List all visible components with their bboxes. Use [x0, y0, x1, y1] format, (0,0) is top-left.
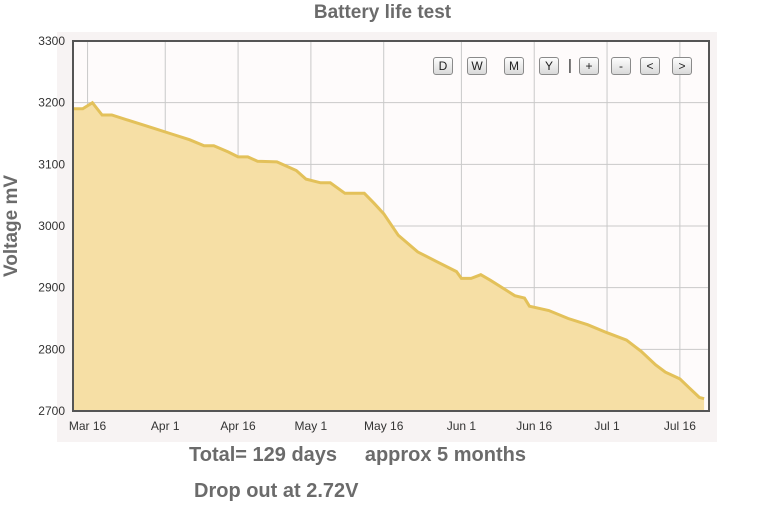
total-days-note: Total= 129 days approx 5 months [189, 444, 526, 466]
y-tick-label: 3000 [38, 219, 65, 233]
x-tick-label: Jul 16 [664, 419, 696, 433]
day-range-button[interactable]: D [433, 57, 453, 75]
week-range-button[interactable]: W [467, 57, 487, 75]
x-tick-label: May 1 [295, 419, 328, 433]
year-range-button[interactable]: Y [539, 57, 559, 75]
y-tick-label: 3100 [38, 157, 65, 171]
y-tick-label: 3300 [38, 34, 65, 48]
drop-out-note: Drop out at 2.72V [194, 480, 359, 502]
plot-frame [72, 40, 710, 412]
series-line [73, 100, 705, 401]
zoom-in-button[interactable]: + [579, 57, 599, 75]
pan-left-button[interactable]: < [640, 57, 660, 75]
x-tick-label: Mar 16 [69, 419, 107, 433]
x-tick-label: Jul 1 [594, 419, 620, 433]
month-range-button[interactable]: M [504, 57, 524, 75]
y-tick-label: 2700 [38, 404, 65, 418]
zoom-out-button[interactable]: - [611, 57, 631, 75]
x-tick-label: Apr 1 [151, 419, 180, 433]
y-tick-label: 2900 [38, 281, 65, 295]
x-tick-label: May 16 [364, 419, 404, 433]
y-tick-label: 3200 [38, 96, 65, 110]
x-tick-label: Jun 1 [447, 419, 477, 433]
toolbar-separator: | [568, 57, 572, 74]
series-area [73, 102, 705, 411]
chart-title: Battery life test [313, 2, 452, 23]
x-tick-label: Jun 16 [516, 419, 552, 433]
pan-right-button[interactable]: > [672, 57, 692, 75]
x-tick-label: Apr 16 [220, 419, 256, 433]
y-tick-label: 2800 [38, 342, 65, 356]
